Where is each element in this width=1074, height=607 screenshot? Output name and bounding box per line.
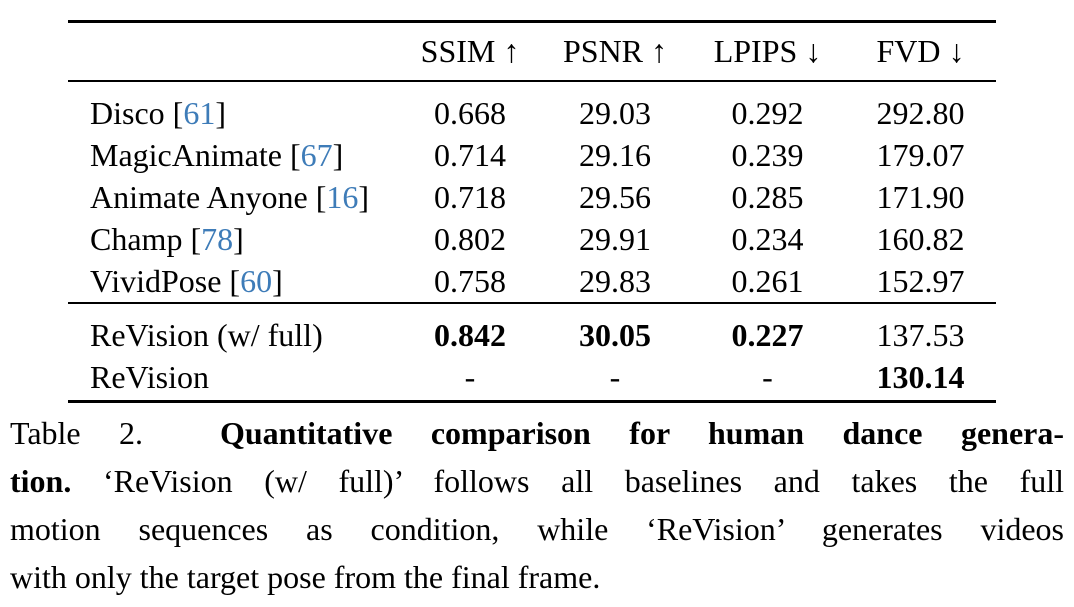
value-cell: 179.07 (876, 137, 965, 173)
value-cell: 0.285 (731, 179, 804, 215)
method-cell: ReVision (w/ full) (90, 317, 323, 353)
column-header-method (68, 21, 400, 82)
results-table: SSIM ↑ PSNR ↑ LPIPS ↓ FVD ↓ Disco [61] 0.… (68, 20, 996, 403)
value-cell: - (464, 359, 476, 395)
caption-text: with only the target pose from the final… (10, 559, 601, 595)
value-cell: 0.714 (434, 137, 506, 173)
table-row: ReVision - - - 130.14 (68, 356, 996, 402)
citation-link[interactable]: 16 (326, 179, 359, 215)
method-cell: VividPose [60] (90, 263, 283, 299)
value-cell: 0.758 (434, 263, 506, 299)
citation-link[interactable]: 61 (183, 95, 216, 131)
value-cell: 0.227 (731, 317, 804, 353)
caption-text: Table 2. (10, 415, 220, 451)
method-cell: ReVision (90, 359, 209, 395)
value-cell: 171.90 (876, 179, 965, 215)
citation-link[interactable]: 60 (240, 263, 273, 299)
table-caption: Table 2. Quantitative comparison for hum… (10, 409, 1064, 601)
value-cell: 29.91 (579, 221, 651, 257)
table-row: Disco [61] 0.668 29.03 0.292 292.80 (68, 81, 996, 134)
column-header-psnr: PSNR ↑ (540, 21, 690, 82)
caption-line: tion. ‘ReVision (w/ full)’ follows all b… (10, 457, 1064, 505)
value-cell: 0.842 (434, 317, 506, 353)
caption-line: Table 2. Quantitative comparison for hum… (10, 409, 1064, 457)
value-cell: 0.239 (731, 137, 804, 173)
value-cell: 137.53 (876, 317, 965, 353)
value-cell: 292.80 (876, 95, 965, 131)
citation-link[interactable]: 67 (300, 137, 333, 173)
table-row: Animate Anyone [16] 0.718 29.56 0.285 171.90 (68, 176, 996, 218)
value-cell: 0.718 (434, 179, 506, 215)
method-cell: MagicAnimate [67] (90, 137, 344, 173)
method-cell: Disco [61] (90, 95, 226, 131)
value-cell: 0.261 (731, 263, 804, 299)
value-cell: - (609, 359, 621, 395)
citation-link[interactable]: 78 (201, 221, 234, 257)
caption-text: motion sequences as condition, while ‘Re… (10, 511, 1064, 547)
value-cell: 30.05 (579, 317, 651, 353)
value-cell: 29.16 (579, 137, 651, 173)
value-cell: 29.56 (579, 179, 651, 215)
caption-line: with only the target pose from the final… (10, 553, 1064, 601)
value-cell: 29.83 (579, 263, 651, 299)
value-cell: 0.234 (731, 221, 804, 257)
value-cell: - (762, 359, 773, 395)
table-row: MagicAnimate [67] 0.714 29.16 0.239 179.07 (68, 134, 996, 176)
value-cell: 152.97 (876, 263, 965, 299)
ours-group: ReVision (w/ full) 0.842 30.05 0.227 137.53 R… (68, 303, 996, 402)
column-header-fvd: FVD ↓ (845, 21, 996, 82)
value-cell: 130.14 (876, 359, 965, 395)
value-cell: 0.802 (434, 221, 506, 257)
caption-bold-text: Quantitative comparison for human dance … (219, 415, 1065, 451)
baselines-group: Disco [61] 0.668 29.03 0.292 292.80 MagicAnim… (68, 81, 996, 303)
table-header: SSIM ↑ PSNR ↑ LPIPS ↓ FVD ↓ (68, 21, 996, 82)
column-header-ssim: SSIM ↑ (400, 21, 540, 82)
caption-line: motion sequences as condition, while ‘Re… (10, 505, 1064, 553)
table-row: VividPose [60] 0.758 29.83 0.261 152.97 (68, 260, 996, 303)
column-header-lpips: LPIPS ↓ (690, 21, 845, 82)
method-cell: Animate Anyone [16] (90, 179, 370, 215)
caption-text: ‘ReVision (w/ full)’ follows all baselin… (71, 463, 1064, 499)
method-cell: Champ [78] (90, 221, 244, 257)
caption-bold-text: tion. (10, 463, 72, 499)
value-cell: 29.03 (579, 95, 651, 131)
table-row: Champ [78] 0.802 29.91 0.234 160.82 (68, 218, 996, 260)
value-cell: 0.668 (434, 95, 506, 131)
value-cell: 160.82 (876, 221, 965, 257)
table-row: ReVision (w/ full) 0.842 30.05 0.227 137.53 (68, 303, 996, 356)
table-header-row: SSIM ↑ PSNR ↑ LPIPS ↓ FVD ↓ (68, 21, 996, 82)
value-cell: 0.292 (731, 95, 804, 131)
